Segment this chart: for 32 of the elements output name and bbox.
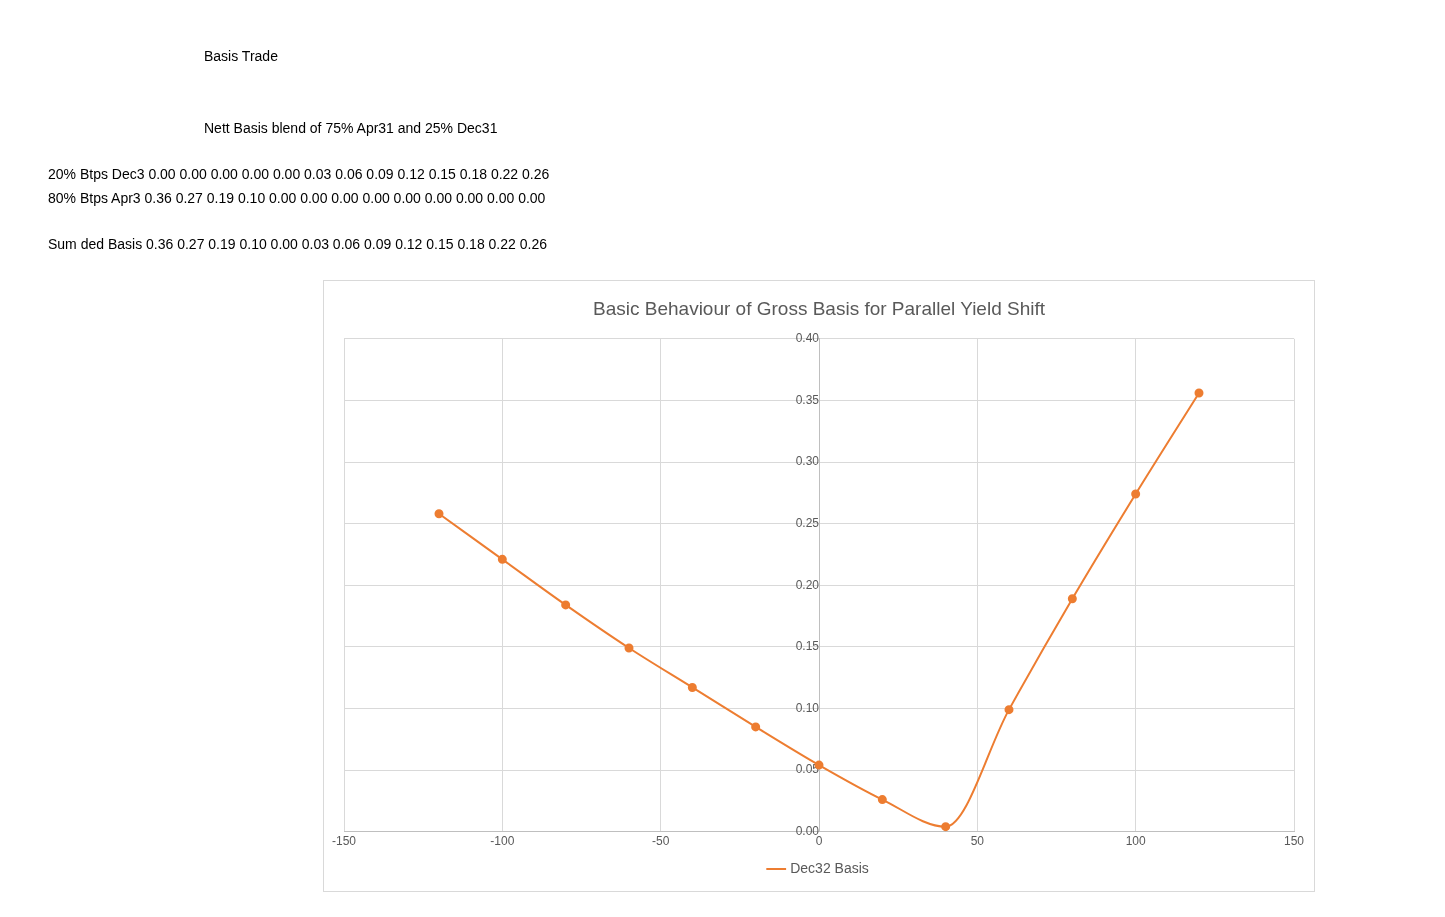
point [751,722,761,732]
point [561,600,571,610]
point [941,822,951,832]
point [1194,388,1204,398]
x-tick-label: 100 [1125,834,1146,849]
point [434,509,444,519]
x-tick-label: -50 [651,834,670,849]
point [497,554,507,564]
y-tick-label: 0.20 [795,577,820,592]
text: Basis Trade [204,48,279,64]
x-tick-label: -150 [331,834,357,849]
point [1004,705,1014,715]
y-tick-label: 0.35 [795,392,820,407]
y-tick-label: 0.15 [795,639,820,654]
text: Sum ded Basis 0.36 0.27 0.19 0.10 0.00 0.03 0.06 0.09 0.12 0.15 0.18 0.22 0.26 [48,236,548,252]
text: Nett Basis blend of 75% Apr31 and 25% Dec31 [204,120,499,136]
chart-title: Basic Behaviour of Gross Basis for Parallel Yield Shift [593,297,1046,319]
y-tick-label: 0.10 [795,700,820,715]
y-tick-label: 0.25 [795,515,820,530]
text: 20% Btps Dec3 0.00 0.00 0.00 0.00 0.00 0.03 0.06 0.09 0.12 0.15 0.18 0.22 0.26 [48,166,551,182]
point [877,795,887,805]
point [624,643,634,653]
y-tick-label: 0.40 [795,331,820,346]
x-tick-label: 150 [1283,834,1305,849]
text: 80% Btps Apr3 0.36 0.27 0.19 0.10 0.00 0.00 0.00 0.00 0.00 0.00 0.00 0.00 0.00 [48,190,547,206]
x-tick-label: -100 [490,834,515,849]
point [1131,489,1141,499]
x-tick-label: 50 [970,834,985,849]
point [1067,594,1077,604]
y-tick-label: 0.30 [795,454,820,469]
legend-label: Dec32 Basis [790,859,869,876]
point [687,682,697,692]
